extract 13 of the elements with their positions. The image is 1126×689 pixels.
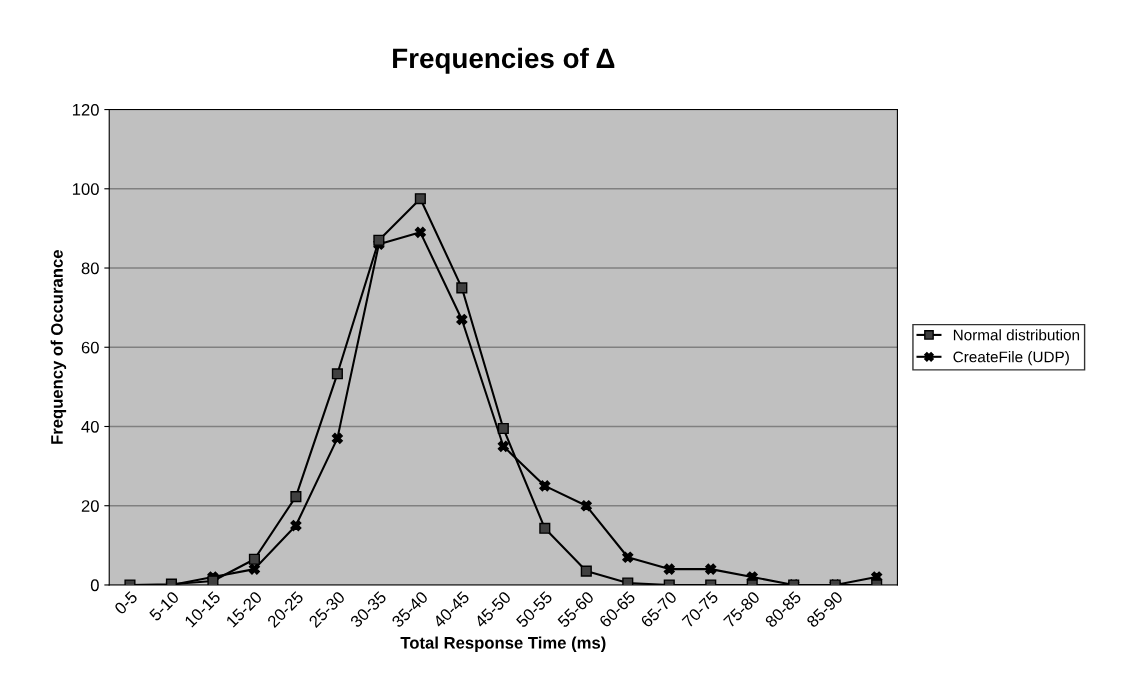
chart-title: Frequencies of Δ bbox=[393, 47, 615, 74]
y-tick-label: 40 bbox=[81, 420, 99, 433]
y-tick-label: 20 bbox=[81, 500, 99, 512]
y-axis-title: Frequency of Occurance bbox=[50, 250, 67, 444]
y-tick-label: 0 bbox=[90, 579, 99, 592]
y-tick-label: 120 bbox=[72, 103, 99, 116]
x-axis-title: Total Response Time (ms) bbox=[400, 636, 606, 653]
y-tick-label: 80 bbox=[81, 262, 99, 275]
y-tick-label: 100 bbox=[72, 183, 99, 195]
y-tick-label: 60 bbox=[81, 341, 99, 354]
x-tick-label: 0-5 bbox=[113, 590, 139, 616]
legend-label: Normal distribution bbox=[953, 329, 1080, 341]
legend-label: CreateFile (UDP) bbox=[953, 351, 1069, 366]
